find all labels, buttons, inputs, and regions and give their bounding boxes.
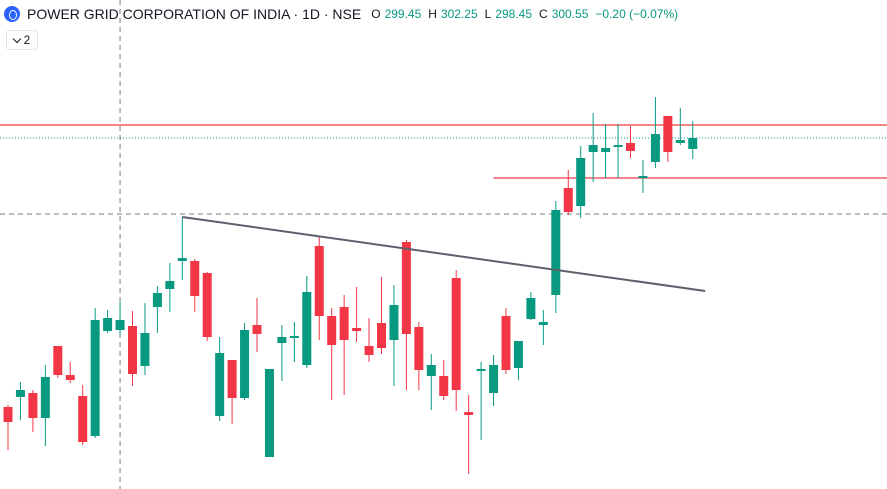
candle-body <box>650 134 660 162</box>
open-value: 299.45 <box>384 7 422 21</box>
candle-body <box>190 261 200 296</box>
candle-body <box>576 158 586 206</box>
candle-body <box>526 298 536 319</box>
indicator-toggle[interactable]: 2 <box>6 30 38 50</box>
candle-body <box>264 369 274 457</box>
candle-body <box>563 188 573 212</box>
low-label: L <box>484 7 492 21</box>
change-value: −0.20 (−0.07%) <box>595 7 679 21</box>
candle-body <box>103 318 113 331</box>
candle-body <box>40 377 50 418</box>
open-label: O <box>371 7 381 21</box>
candle-body <box>377 323 386 348</box>
candle-body <box>426 365 436 376</box>
candle-body <box>339 307 349 340</box>
candle-body <box>401 242 411 334</box>
candle-body <box>115 320 125 330</box>
candle-body <box>601 148 611 152</box>
candle-body <box>352 328 362 331</box>
candle-body <box>227 360 237 398</box>
candle-body <box>588 145 598 152</box>
chevron-icon <box>12 34 21 43</box>
close-value: 300.55 <box>551 7 589 21</box>
candle-body <box>364 346 374 355</box>
candle-body <box>314 246 324 316</box>
candle-body <box>675 140 685 143</box>
candle-body <box>501 316 511 370</box>
candle-body <box>513 341 523 368</box>
symbol-icon <box>4 6 20 22</box>
close-label: C <box>539 7 548 21</box>
ohlc-values: O 299.45 H 302.25 L 298.45 C 300.55 −0.20 (−… <box>371 7 681 21</box>
candle-body <box>3 407 13 422</box>
candle-body <box>165 281 175 289</box>
candle-body <box>626 143 635 151</box>
candle-body <box>302 292 312 365</box>
trendline <box>182 216 706 292</box>
high-value: 302.25 <box>440 7 478 21</box>
candle-body <box>663 116 673 152</box>
candle-body <box>289 336 299 338</box>
candle-body <box>277 337 287 343</box>
candle-body <box>215 353 225 416</box>
candle-body <box>15 390 25 397</box>
candle-body <box>613 145 623 147</box>
low-value: 298.45 <box>495 7 533 21</box>
candle-body <box>489 365 499 393</box>
indicator-count: 2 <box>23 33 31 47</box>
candle-body <box>414 327 424 370</box>
candle-body <box>240 330 250 398</box>
candle-body <box>28 393 38 418</box>
candle-body <box>389 305 399 340</box>
candle-body <box>638 176 648 178</box>
candle-body <box>152 293 162 307</box>
candle-body <box>128 326 137 374</box>
candle-body <box>464 412 474 415</box>
candle-body <box>538 322 548 325</box>
candle-body <box>65 375 75 380</box>
candle-body <box>327 316 337 345</box>
candle-body <box>78 396 88 442</box>
candle-body <box>140 333 150 366</box>
legend-header: POWER GRID CORPORATION OF INDIA · 1D · N… <box>4 6 681 22</box>
candle-body <box>177 258 187 261</box>
candle-body <box>252 325 262 334</box>
candle-body <box>476 369 486 371</box>
candle-body <box>451 278 461 390</box>
symbol-title: POWER GRID CORPORATION OF INDIA · 1D · N… <box>27 6 362 22</box>
candle-body <box>688 138 698 149</box>
candle-body <box>551 210 561 295</box>
candle-body <box>90 320 100 436</box>
candle-body <box>439 376 449 396</box>
candle-body <box>202 273 212 337</box>
candle-body <box>53 346 63 375</box>
high-label: H <box>428 7 437 21</box>
